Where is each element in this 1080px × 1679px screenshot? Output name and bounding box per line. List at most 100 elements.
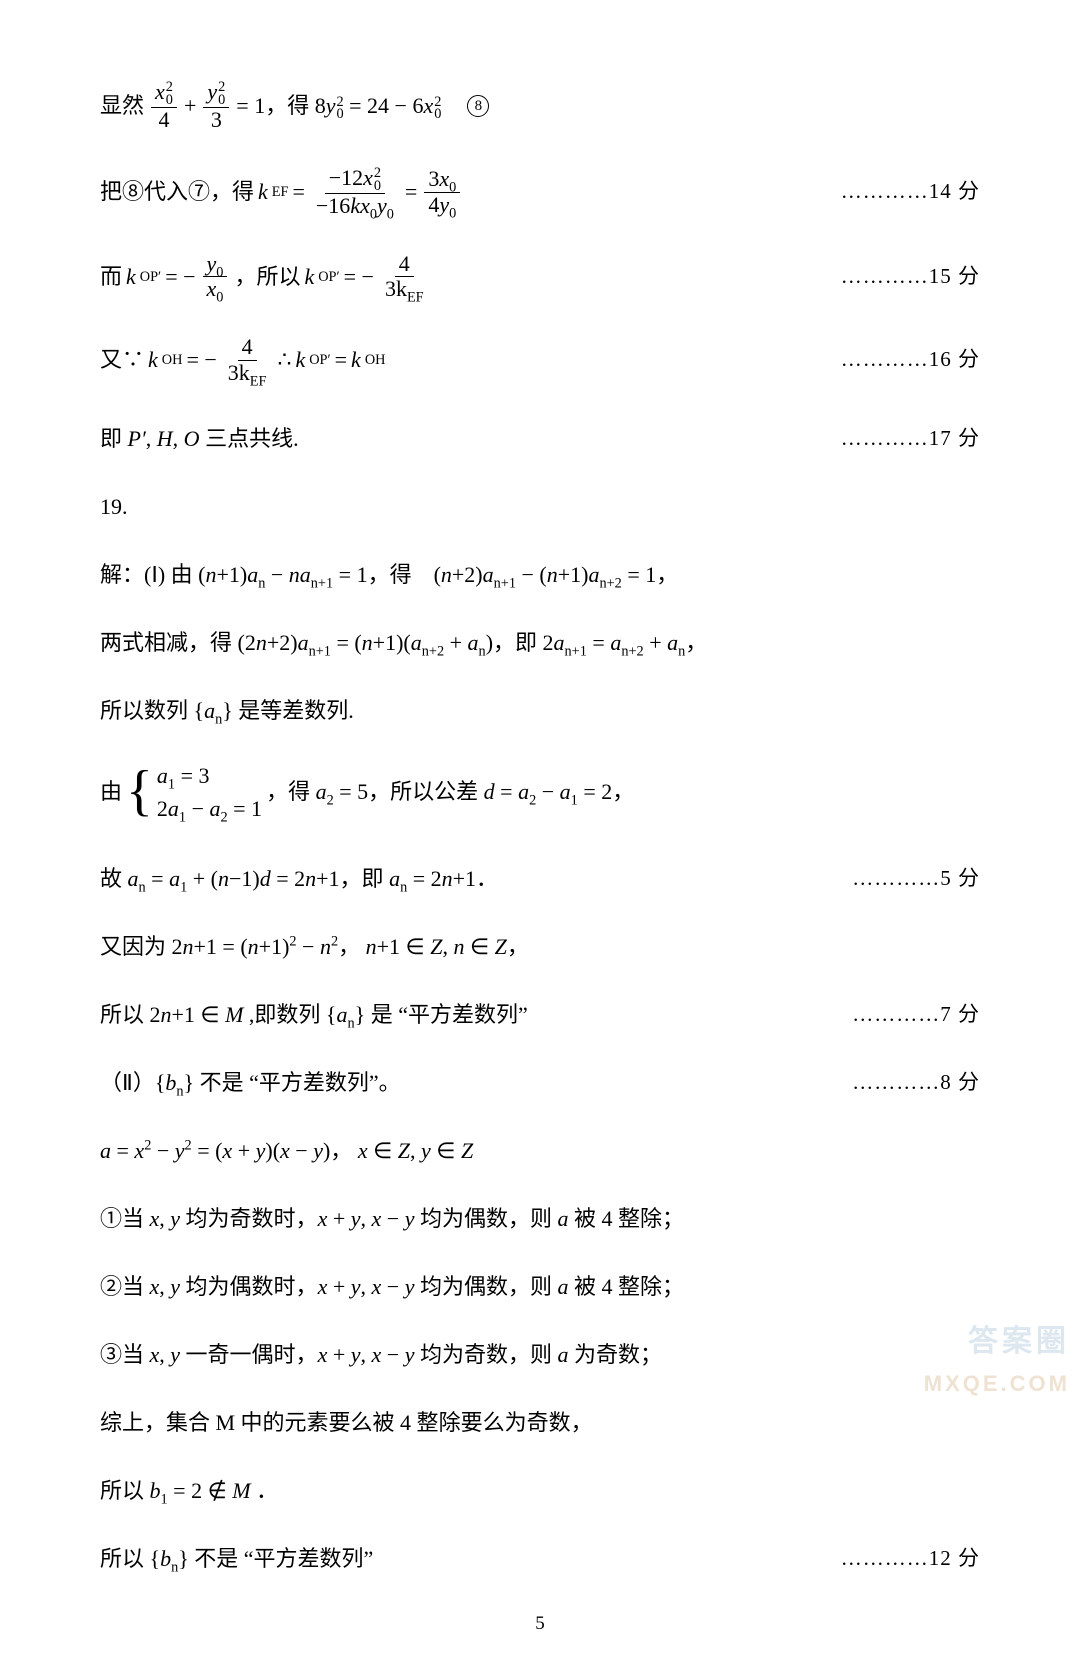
var-k: k	[295, 342, 305, 377]
text: 把⑧代入⑦，得	[100, 174, 254, 209]
cases: a1 = 3 2a1 − a2 = 1	[157, 759, 262, 825]
math-line-8: 两式相减，得 (2n+2)an+1 = (n+1)(an+2 + an)，即 2…	[100, 623, 980, 663]
numerator: y0	[203, 252, 228, 277]
text: =	[405, 174, 417, 209]
math-line-20: 所以 b1 = 2 ∉ M ．	[100, 1471, 980, 1511]
case-2: 2a1 − a2 = 1	[157, 792, 262, 825]
fraction: 4 3kEF	[224, 335, 271, 384]
text: 即 P′, H, O 三点共线.	[100, 421, 299, 456]
numerator: 3x0	[424, 167, 460, 192]
line-content: 综上，集合 M 中的元素要么被 4 整除要么为奇数，	[100, 1405, 593, 1440]
text: = −	[186, 342, 216, 377]
numerator: 4	[238, 335, 257, 360]
line-content: 所以 {bn} 不是 “平方差数列”	[100, 1541, 373, 1576]
math-line-16: ①当 x, y 均为奇数时，x + y, x − y 均为偶数，则 a 被 4 …	[100, 1199, 980, 1239]
var-k: k	[351, 342, 361, 377]
fraction: y20 3	[203, 80, 229, 132]
line-content: 故 an = a1 + (n−1)d = 2n+1，即 an = 2n+1．	[100, 861, 498, 896]
line-content: 19.	[100, 489, 128, 524]
var-k: k	[148, 342, 158, 377]
math-line-9: 所以数列 {an} 是等差数列.	[100, 691, 980, 731]
var-k: k	[126, 259, 136, 294]
equation-system: { a1 = 3 2a1 − a2 = 1	[126, 759, 262, 825]
math-line-7: 解：(Ⅰ) 由 (n+1)an − nan+1 = 1，得 (n+2)an+1 …	[100, 555, 980, 595]
text: = 1，得 8y20 = 24 − 6x20	[236, 88, 463, 123]
numerator: −12x20	[325, 166, 385, 194]
math-line-1: 显然 x20 4 + y20 3 = 1，得 8y20 = 24 − 6x20 …	[100, 80, 980, 132]
math-line-13: 所以 2n+1 ∈ M ,即数列 {an} 是 “平方差数列” …………7 分	[100, 995, 980, 1035]
line-content: 解：(Ⅰ) 由 (n+1)an − nan+1 = 1，得 (n+2)an+1 …	[100, 557, 678, 592]
text: 而	[100, 259, 122, 294]
math-line-19: 综上，集合 M 中的元素要么被 4 整除要么为奇数，	[100, 1403, 980, 1443]
line-content: 所以 2n+1 ∈ M ,即数列 {an} 是 “平方差数列”	[100, 997, 528, 1032]
denominator: 3kEF	[381, 277, 428, 301]
numerator: x20	[151, 80, 177, 108]
line-content: 即 P′, H, O 三点共线.	[100, 421, 299, 456]
text: 两式相减，得 (2n+2)an+1 = (n+1)(an+2 + an)，即 2…	[100, 625, 707, 660]
fraction: 3x0 4y0	[424, 167, 460, 216]
line-content: 所以数列 {an} 是等差数列.	[100, 693, 354, 728]
text: a = x2 − y2 = (x + y)(x − y)， x ∈ Z, y ∈…	[100, 1133, 473, 1168]
page-number: 5	[100, 1609, 980, 1639]
line-content: 两式相减，得 (2n+2)an+1 = (n+1)(an+2 + an)，即 2…	[100, 625, 707, 660]
numerator: 4	[395, 252, 414, 277]
numerator: y20	[203, 80, 229, 108]
text: 所以 b1 = 2 ∉ M ．	[100, 1473, 278, 1508]
line-content: 把⑧代入⑦，得 kEF = −12x20 −16kx0y0 = 3x0 4y0	[100, 166, 463, 218]
math-line-17: ②当 x, y 均为偶数时，x + y, x − y 均为偶数，则 a 被 4 …	[100, 1267, 980, 1307]
text: ，得 a2 = 5，所以公差 d = a2 − a1 = 2，	[266, 774, 634, 809]
problem-number: 19.	[100, 487, 980, 527]
score-marker: …………5 分	[852, 862, 980, 896]
case-1: a1 = 3	[157, 759, 262, 792]
text: =	[292, 174, 304, 209]
text: ①当 x, y 均为奇数时，x + y, x − y 均为偶数，则 a 被 4 …	[100, 1201, 684, 1236]
math-line-11: 故 an = a1 + (n−1)d = 2n+1，即 an = 2n+1． ……	[100, 859, 980, 899]
text: 又∵	[100, 342, 144, 377]
line-content: ①当 x, y 均为奇数时，x + y, x − y 均为偶数，则 a 被 4 …	[100, 1201, 684, 1236]
text: +	[184, 88, 196, 123]
text: （Ⅱ）{bn} 不是 “平方差数列”。	[100, 1065, 401, 1100]
score-marker: …………16 分	[841, 343, 980, 377]
score-marker: …………15 分	[841, 260, 980, 294]
line-content: ②当 x, y 均为偶数时，x + y, x − y 均为偶数，则 a 被 4 …	[100, 1269, 684, 1304]
text: ∴	[277, 342, 291, 377]
score-marker: …………14 分	[841, 175, 980, 209]
line-content: 显然 x20 4 + y20 3 = 1，得 8y20 = 24 − 6x20 …	[100, 80, 489, 132]
line-content: a = x2 − y2 = (x + y)(x − y)， x ∈ Z, y ∈…	[100, 1133, 473, 1168]
fraction: −12x20 −16kx0y0	[312, 166, 398, 218]
denominator: 3kEF	[224, 361, 271, 385]
text: 又因为 2n+1 = (n+1)2 − n2， n+1 ∈ Z, n ∈ Z，	[100, 929, 529, 964]
text: ③当 x, y 一奇一偶时，x + y, x − y 均为奇数，则 a 为奇数；	[100, 1337, 662, 1372]
math-line-5: 即 P′, H, O 三点共线. …………17 分	[100, 419, 980, 459]
math-line-10: 由 { a1 = 3 2a1 − a2 = 1 ，得 a2 = 5，所以公差 d…	[100, 759, 980, 825]
text: 显然	[100, 88, 144, 123]
denominator: 4y0	[424, 193, 460, 217]
denominator: 4	[154, 108, 173, 132]
math-line-12: 又因为 2n+1 = (n+1)2 − n2， n+1 ∈ Z, n ∈ Z，	[100, 927, 980, 967]
denominator: −16kx0y0	[312, 194, 398, 218]
line-content: 而 kOP′ = − y0 x0 ，所以 kOP′ = − 4 3kEF	[100, 252, 431, 301]
math-line-2: 把⑧代入⑦，得 kEF = −12x20 −16kx0y0 = 3x0 4y0 …	[100, 166, 980, 218]
line-content: （Ⅱ）{bn} 不是 “平方差数列”。	[100, 1065, 401, 1100]
math-line-21: 所以 {bn} 不是 “平方差数列” …………12 分	[100, 1539, 980, 1579]
line-content: 又因为 2n+1 = (n+1)2 − n2， n+1 ∈ Z, n ∈ Z，	[100, 929, 529, 964]
left-brace: {	[126, 769, 153, 814]
text: ，所以	[234, 259, 300, 294]
math-line-15: a = x2 − y2 = (x + y)(x − y)， x ∈ Z, y ∈…	[100, 1131, 980, 1171]
text: = −	[344, 259, 374, 294]
denominator: 3	[207, 108, 226, 132]
math-line-18: ③当 x, y 一奇一偶时，x + y, x − y 均为奇数，则 a 为奇数；	[100, 1335, 980, 1375]
text: = −	[165, 259, 195, 294]
math-line-3: 而 kOP′ = − y0 x0 ，所以 kOP′ = − 4 3kEF …………	[100, 252, 980, 301]
fraction: x20 4	[151, 80, 177, 132]
text: =	[335, 342, 347, 377]
var-k: k	[304, 259, 314, 294]
text: 所以数列 {an} 是等差数列.	[100, 693, 354, 728]
text: 由	[100, 774, 122, 809]
score-marker: …………7 分	[852, 998, 980, 1032]
math-line-14: （Ⅱ）{bn} 不是 “平方差数列”。 …………8 分	[100, 1063, 980, 1103]
line-content: 所以 b1 = 2 ∉ M ．	[100, 1473, 278, 1508]
math-line-4: 又∵ kOH = − 4 3kEF ∴ kOP′ = kOH …………16 分	[100, 335, 980, 384]
line-content: ③当 x, y 一奇一偶时，x + y, x − y 均为奇数，则 a 为奇数；	[100, 1337, 662, 1372]
score-marker: …………8 分	[852, 1066, 980, 1100]
